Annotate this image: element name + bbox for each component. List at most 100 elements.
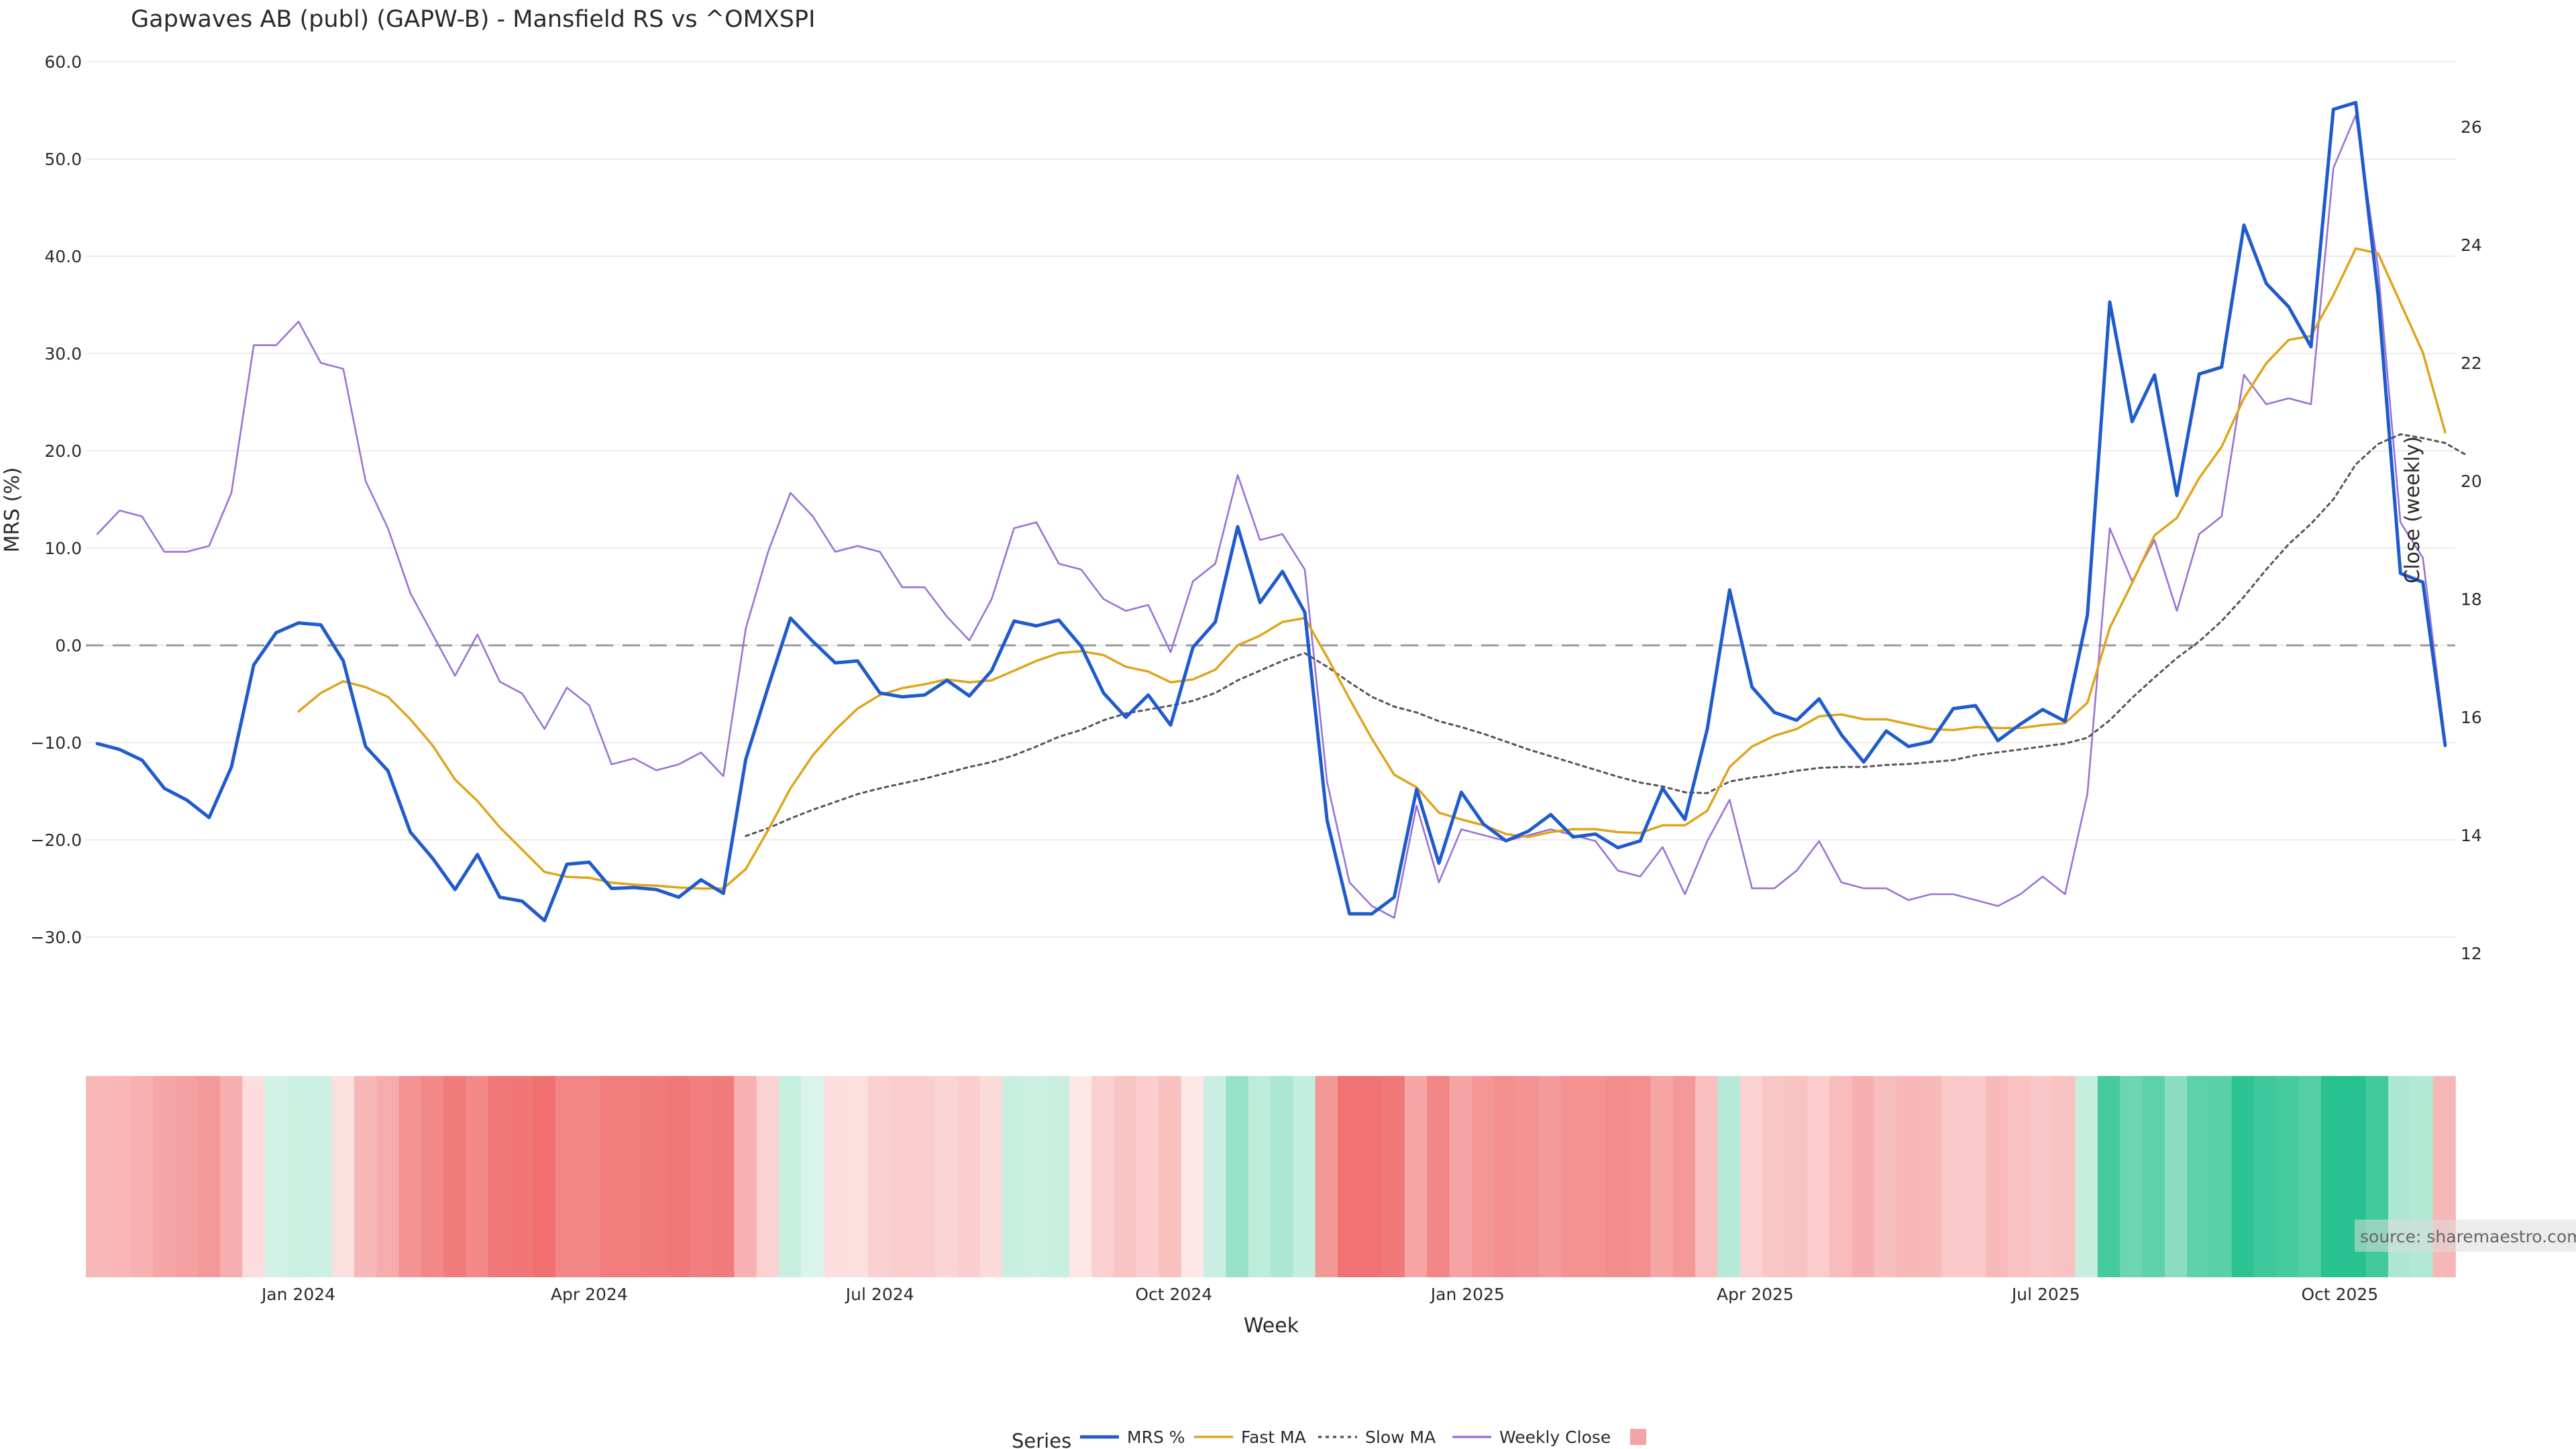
- legend-item: Fast MA: [1194, 1428, 1306, 1447]
- heat-band-cell: [1851, 1076, 1875, 1277]
- heat-band-cell: [376, 1076, 400, 1277]
- heat-band-cell: [1516, 1076, 1540, 1277]
- heat-band-cell: [1181, 1076, 1204, 1277]
- y-left-tick-label: 0.0: [55, 636, 82, 655]
- heat-band-cell: [1203, 1076, 1227, 1277]
- heat-band-cell: [398, 1076, 422, 1277]
- gridlines: [86, 61, 2455, 938]
- heat-band-cell: [845, 1076, 869, 1277]
- x-tick-label: Jan 2025: [1430, 1285, 1505, 1304]
- x-tick-label: Apr 2025: [1717, 1285, 1794, 1304]
- y-right-tick-label: 12: [2461, 944, 2482, 963]
- heat-band-cell: [1807, 1076, 1830, 1277]
- heat-band-cell: [1382, 1076, 1405, 1277]
- heat-band-cell: [2298, 1076, 2322, 1277]
- heat-band-cell: [1739, 1076, 1763, 1277]
- heat-band-cell: [1360, 1076, 1383, 1277]
- series-line-fast-ma: [297, 247, 2447, 890]
- heat-band-cell: [533, 1076, 556, 1277]
- series-line-weekly-close: [96, 114, 2447, 919]
- heat-band-cell: [1538, 1076, 1562, 1277]
- heat-band-cell: [152, 1076, 176, 1277]
- series-lines: [95, 101, 2469, 922]
- heat-band-cell: [2075, 1076, 2098, 1277]
- x-tick-label: Oct 2024: [1135, 1285, 1212, 1304]
- heat-band-cell: [1650, 1076, 1674, 1277]
- legend-item: Weekly Close: [1452, 1428, 1611, 1447]
- heat-band-cell: [578, 1076, 601, 1277]
- heat-band-cell: [1896, 1076, 1920, 1277]
- heat-band-cell: [756, 1076, 780, 1277]
- y-right-tick-label: 22: [2461, 354, 2482, 373]
- x-tick-label: Apr 2024: [551, 1285, 628, 1304]
- y-left-tick-label: 30.0: [44, 344, 82, 364]
- heat-band-cell: [2187, 1076, 2210, 1277]
- heat-band-cell: [242, 1076, 266, 1277]
- heat-band-cell: [2254, 1076, 2277, 1277]
- heat-band-cell: [1919, 1076, 1942, 1277]
- heat-band-cell: [1605, 1076, 1629, 1277]
- source-note: source: sharemaestro.com: [2355, 1220, 2576, 1252]
- heat-band-cell: [734, 1076, 757, 1277]
- heat-band-cell: [1337, 1076, 1361, 1277]
- y-left-tick-label: 20.0: [44, 441, 82, 461]
- legend-item: Slow MA: [1318, 1428, 1436, 1447]
- x-axis-ticks: Jan 2024 Apr 2024 Jul 2024 Oct 2024 Jan 2025…: [260, 1285, 2378, 1304]
- heat-band-cell: [1069, 1076, 1093, 1277]
- y-right-tick-label: 24: [2461, 235, 2482, 255]
- heat-band-cell: [130, 1076, 154, 1277]
- legend-item: MRS %: [1080, 1428, 1185, 1447]
- y-left-tick-label: 50.0: [44, 150, 82, 169]
- y-left-tick-label: 10.0: [44, 539, 82, 558]
- heat-band-cell: [1986, 1076, 2009, 1277]
- heat-band-cell: [2231, 1076, 2255, 1277]
- heat-band-cell: [979, 1076, 1003, 1277]
- y-axis-left-title: MRS (%): [1, 467, 24, 552]
- heat-band-cell: [1874, 1076, 1897, 1277]
- source-note-background: [2355, 1220, 2576, 1252]
- heat-band-cell: [1404, 1076, 1428, 1277]
- heat-band-cell: [1248, 1076, 1271, 1277]
- heat-band-cell: [1784, 1076, 1808, 1277]
- x-tick-label: Jan 2024: [260, 1285, 335, 1304]
- x-axis-title: Week: [1244, 1314, 1299, 1338]
- heat-band-cell: [1471, 1076, 1495, 1277]
- heat-band-cell: [1941, 1076, 1964, 1277]
- y-right-tick-label: 14: [2461, 826, 2482, 845]
- left-axis-ticks: 60.0 50.0 40.0 30.0 20.0 10.0 0.0 −10.0 −20.0 −30…: [30, 52, 82, 947]
- heat-band-cell: [264, 1076, 288, 1277]
- legend-label: MRS %: [1127, 1428, 1185, 1447]
- heat-band-cell: [354, 1076, 377, 1277]
- series-line-slow-ma: [745, 433, 2469, 837]
- heat-band-cell: [1024, 1076, 1048, 1277]
- heat-band-cell: [1672, 1076, 1696, 1277]
- y-right-tick-label: 26: [2461, 117, 2482, 137]
- heat-band-cell: [1271, 1076, 1294, 1277]
- heat-band-cell: [555, 1076, 578, 1277]
- legend-label: Fast MA: [1241, 1428, 1306, 1447]
- heat-band-cell: [823, 1076, 847, 1277]
- heat-band-cell: [1315, 1076, 1338, 1277]
- right-axis-ticks: 26 24 22 20 18 16 14 12: [2461, 117, 2482, 963]
- legend: Series MRS % Fast MA Slow MA Weekly Close: [1012, 1428, 1646, 1449]
- x-tick-label: Jul 2025: [2010, 1285, 2080, 1304]
- heat-band-cell: [667, 1076, 690, 1277]
- heat-band-cell: [1494, 1076, 1517, 1277]
- heat-band-cell: [2276, 1076, 2300, 1277]
- y-left-tick-label: 60.0: [44, 52, 82, 72]
- heat-band-cell: [2030, 1076, 2054, 1277]
- heat-band-cell: [1002, 1076, 1026, 1277]
- heat-band-cell: [309, 1076, 333, 1277]
- heat-band-cell: [1114, 1076, 1137, 1277]
- heat-band-cell: [645, 1076, 668, 1277]
- y-right-tick-label: 16: [2461, 708, 2482, 727]
- heat-band-cell: [2008, 1076, 2031, 1277]
- heat-band-cell: [689, 1076, 712, 1277]
- heat-band-cell: [1561, 1076, 1585, 1277]
- heat-band-cell: [286, 1076, 311, 1277]
- x-tick-label: Jul 2024: [845, 1285, 914, 1304]
- heat-band-cell: [801, 1076, 824, 1277]
- heat-band-cell: [1829, 1076, 1853, 1277]
- heat-band-cell: [1046, 1076, 1070, 1277]
